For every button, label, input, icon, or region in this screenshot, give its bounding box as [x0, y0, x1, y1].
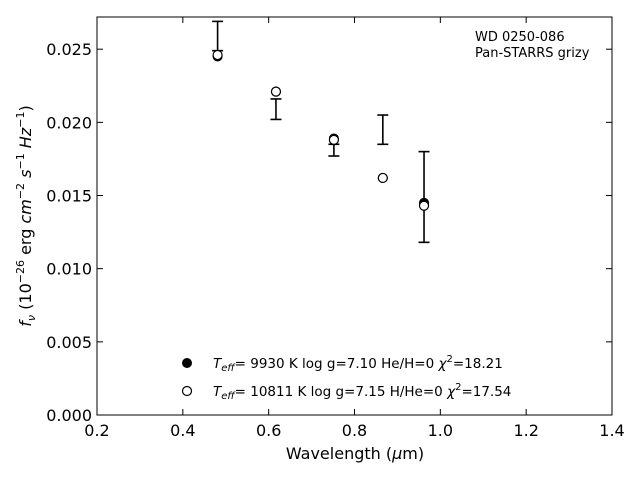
x-tick-label: 0.8	[342, 421, 367, 440]
x-tick-label: 1.4	[599, 421, 624, 440]
legend-label-model-1: Teff= 9930 K log g=7.10 He/H=0 χ2=18.21	[213, 354, 503, 374]
annotation-object: WD 0250-086	[475, 30, 565, 45]
data-points	[212, 49, 430, 211]
y-tick-label: 0.000	[46, 406, 92, 425]
point-model-2	[212, 49, 223, 61]
legend-label-model-2: Teff= 10811 K log g=7.15 H/He=0 χ2=17.54	[213, 382, 511, 402]
x-tick-label: 1.2	[513, 421, 538, 440]
y-tick-label: 0.005	[46, 333, 92, 352]
y-tick-label: 0.010	[46, 260, 92, 279]
point-model-2	[270, 86, 282, 97]
annotation-filters: Pan-STARRS grizy	[475, 46, 590, 61]
legend-marker-open	[181, 385, 193, 397]
y-tick-label: 0.025	[46, 40, 92, 59]
x-ticks: 0.2 0.4 0.6 0.8 1.0 1.2 1.4	[84, 17, 625, 440]
error-bars	[212, 20, 430, 244]
y-axis-label: fν (10−26 erg cm−2 s−1 Hz−1)	[14, 105, 38, 326]
legend-marker-filled	[182, 358, 192, 368]
point-model-2	[328, 134, 339, 146]
point-model-2	[377, 172, 388, 184]
x-tick-label: 0.4	[170, 421, 195, 440]
x-tick-label: 0.6	[256, 421, 281, 440]
point-model-2	[418, 200, 430, 211]
x-tick-label: 0.2	[84, 421, 109, 440]
x-axis-label: Wavelength (μm)	[286, 444, 424, 463]
y-ticks: 0.000 0.005 0.010 0.015 0.020 0.025	[46, 40, 612, 425]
legend: Teff= 9930 K log g=7.10 He/H=0 χ2=18.21 …	[181, 354, 511, 402]
y-tick-label: 0.020	[46, 113, 92, 132]
x-tick-label: 1.0	[428, 421, 453, 440]
y-tick-label: 0.015	[46, 187, 92, 206]
